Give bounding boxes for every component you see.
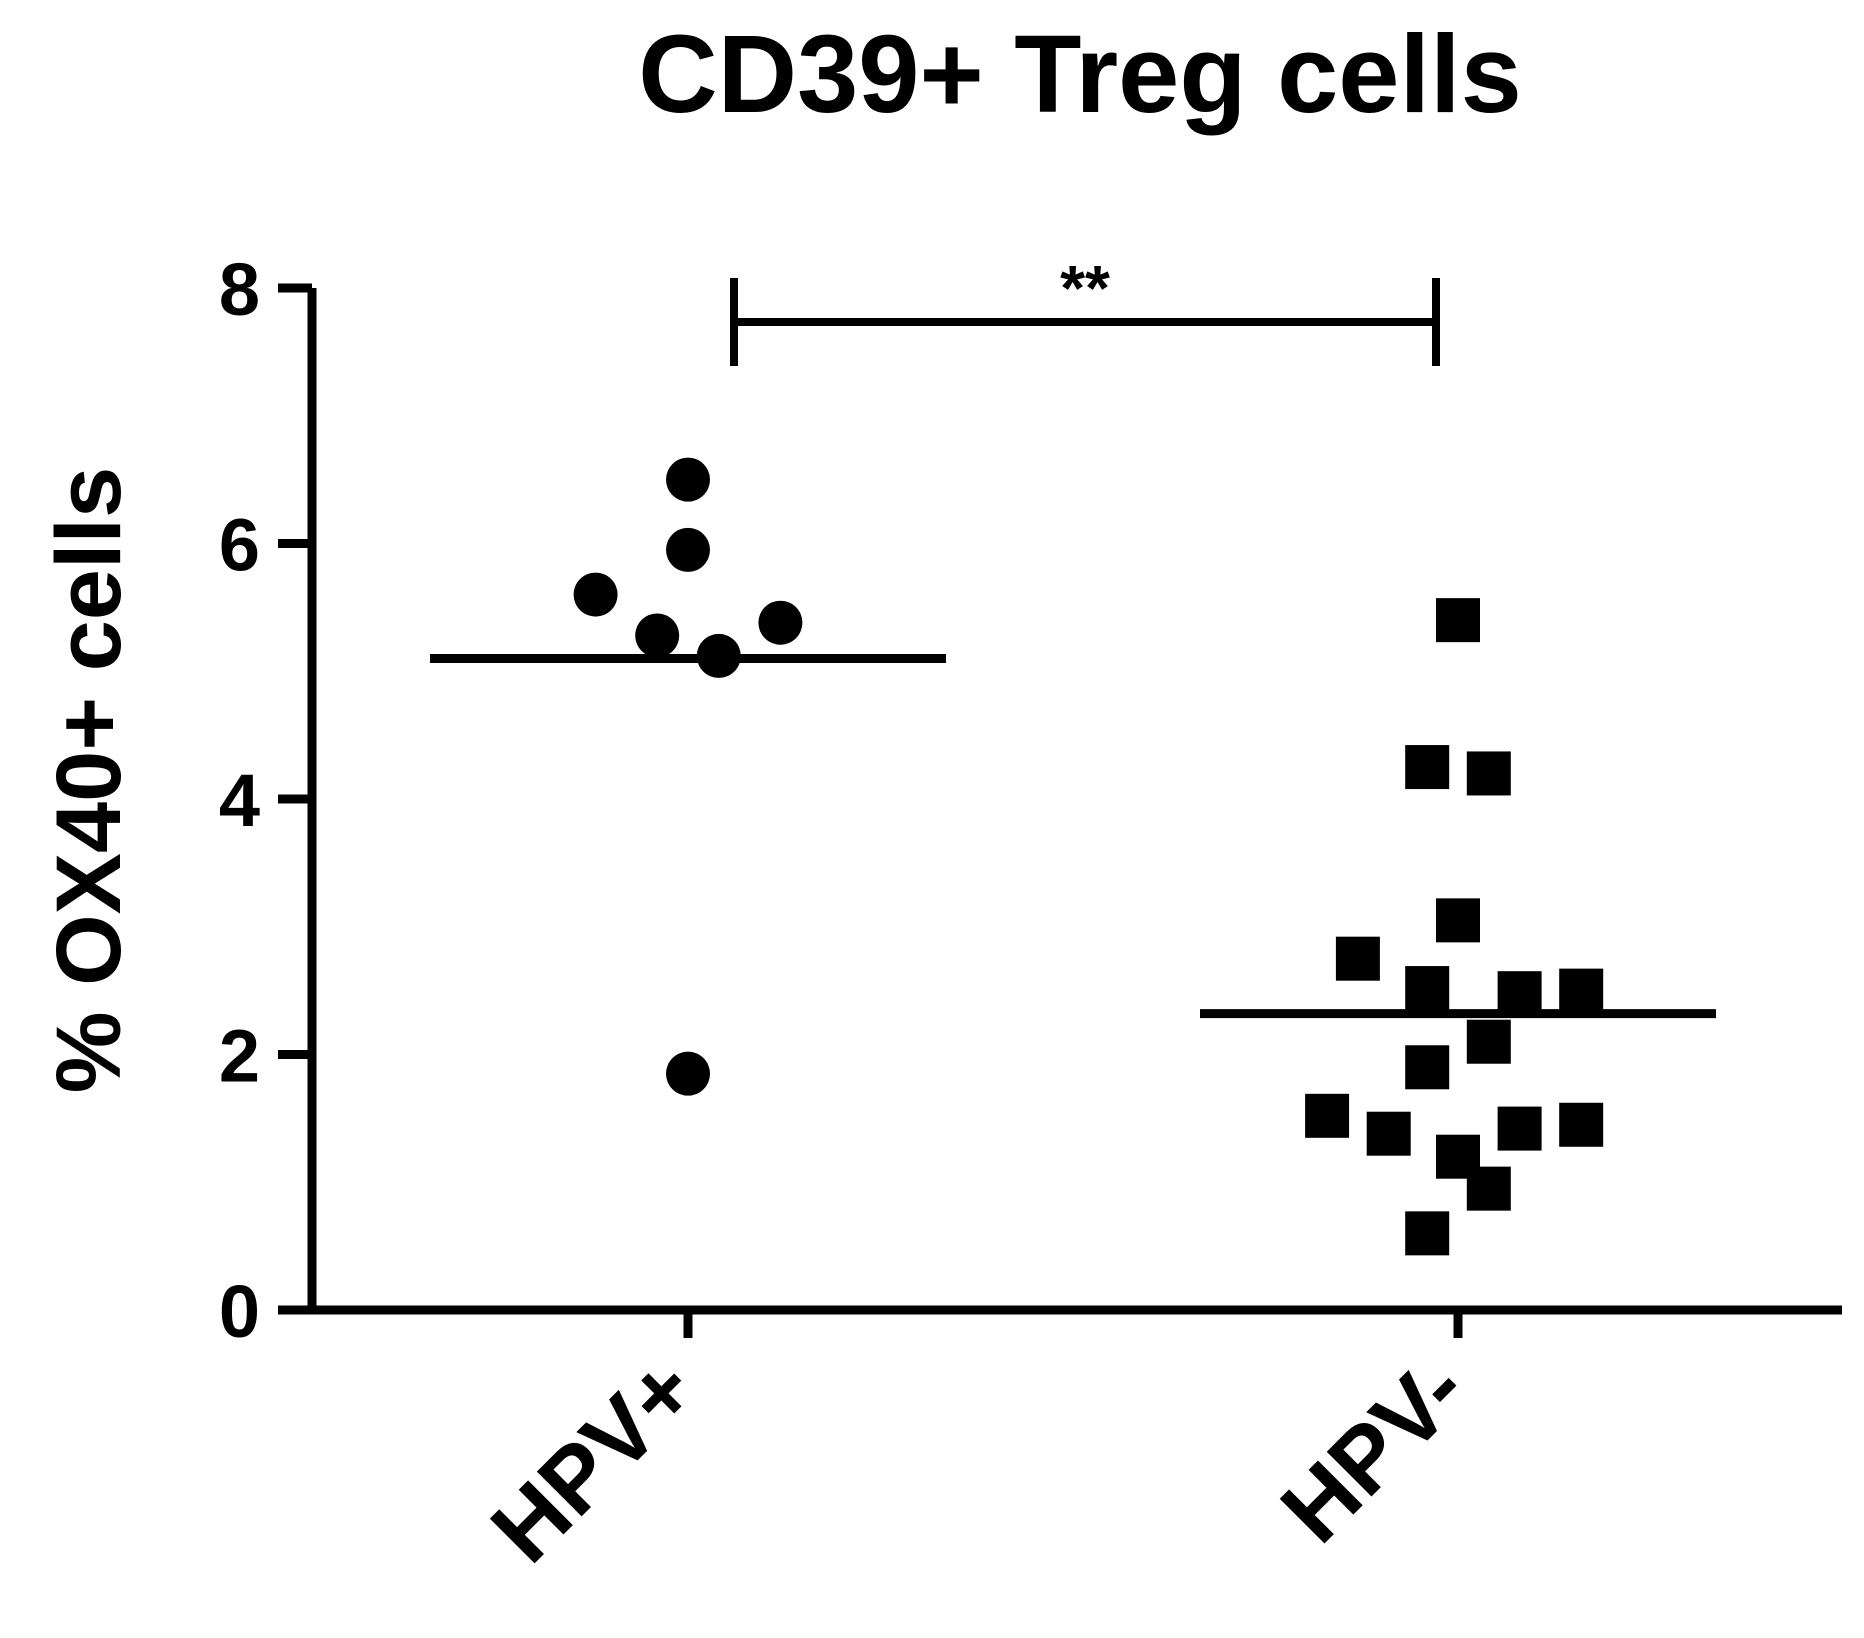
data-point: [1436, 598, 1480, 643]
data-point: [1405, 1211, 1450, 1256]
axes: 0 2 4 6 8 HPV+ HPV-: [219, 248, 1842, 1582]
data-point: [1405, 966, 1450, 1011]
data-point: [1497, 971, 1542, 1016]
data-point: [666, 457, 710, 502]
data-point: [1436, 898, 1480, 943]
data-point: [1366, 1111, 1411, 1156]
significance-label: **: [1060, 252, 1110, 324]
data-point: [1305, 1093, 1350, 1138]
data-point: [1466, 751, 1511, 796]
y-tick-label: 0: [219, 1270, 260, 1353]
chart-title: CD39+ Treg cells: [638, 13, 1522, 136]
y-axis-label: % OX40+ cells: [38, 467, 140, 1094]
y-tick-label: 4: [219, 759, 260, 842]
data-marks: **: [430, 252, 1716, 1256]
data-point: [573, 572, 618, 617]
x-tick-label: HPV+: [472, 1338, 716, 1582]
data-point: [1466, 1166, 1511, 1211]
y-tick-label: 8: [219, 248, 260, 331]
y-tick-label: 6: [219, 504, 260, 587]
data-point: [758, 600, 803, 645]
data-point: [1497, 1106, 1542, 1151]
data-point: [1335, 936, 1380, 981]
x-tick-label: HPV-: [1262, 1338, 1486, 1562]
data-point: [635, 613, 680, 658]
data-point: [1405, 745, 1450, 790]
y-tick-label: 2: [219, 1015, 260, 1098]
data-point: [1466, 1019, 1511, 1064]
data-point: [1405, 1045, 1450, 1090]
data-point: [666, 1051, 710, 1096]
data-point: [1559, 1102, 1604, 1147]
data-point: [1559, 968, 1604, 1013]
data-point: [666, 527, 710, 572]
